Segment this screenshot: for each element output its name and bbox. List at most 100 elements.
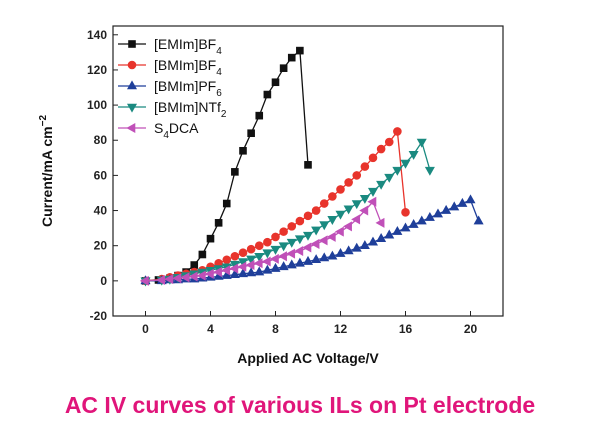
data-point [400, 222, 411, 232]
data-point [229, 269, 240, 278]
figure-caption: AC IV curves of various ILs on Pt electr… [64, 392, 536, 418]
data-point [359, 205, 369, 216]
data-point [344, 178, 353, 187]
data-point [126, 103, 138, 113]
data-point [221, 265, 231, 276]
data-point [408, 151, 419, 160]
data-point [327, 250, 338, 260]
data-point [213, 267, 222, 278]
data-point [222, 199, 231, 208]
data-point [441, 204, 452, 214]
legend-entry: [BMIm]BF4 [118, 57, 222, 78]
data-point [302, 242, 312, 253]
data-point [343, 205, 354, 215]
legend-entry: S4DCA [118, 120, 199, 141]
data-point [246, 267, 257, 277]
data-point [319, 199, 329, 208]
data-point [270, 245, 281, 255]
data-point [279, 64, 288, 72]
y-axis-title: Current/mA cm−2 [38, 115, 55, 227]
data-point [287, 53, 296, 62]
x-tick-label: 16 [399, 322, 413, 336]
data-point [473, 215, 484, 225]
data-point [172, 273, 182, 284]
data-point [246, 255, 257, 265]
legend-entry: [BMIm]PF6 [118, 78, 222, 99]
series-1 [141, 127, 410, 286]
x-axis-title: Applied AC Voltage/V [237, 350, 379, 366]
data-point [246, 244, 256, 254]
data-point [318, 235, 328, 246]
series-4 [139, 196, 385, 286]
data-point [128, 40, 136, 48]
data-point [263, 237, 272, 247]
data-point [278, 242, 289, 252]
data-point [303, 211, 313, 221]
data-point [294, 257, 305, 267]
data-point [416, 215, 427, 225]
legend-label: S4DCA [154, 120, 199, 141]
data-point [424, 166, 435, 176]
data-point [254, 266, 265, 276]
y-tick-label: 0 [100, 274, 107, 288]
data-point [336, 185, 345, 194]
data-point [253, 258, 263, 269]
data-point [368, 153, 378, 163]
data-point [296, 46, 304, 55]
y-tick-label: -20 [90, 309, 108, 323]
data-point [204, 268, 214, 279]
data-point [416, 138, 427, 148]
data-point [262, 249, 273, 259]
data-point [287, 222, 297, 231]
data-point [231, 168, 239, 176]
data-point [237, 261, 247, 272]
data-point [269, 253, 279, 264]
data-point [327, 216, 338, 225]
data-point [376, 144, 386, 154]
data-point [254, 252, 265, 262]
data-point [126, 122, 136, 134]
data-point [311, 206, 321, 215]
data-point [311, 254, 322, 264]
data-point [359, 240, 370, 249]
y-tick-label: 80 [94, 133, 108, 147]
data-point [343, 221, 352, 232]
series-3 [140, 138, 435, 287]
data-point [319, 221, 330, 231]
legend-label: [BMIm]NTf2 [154, 99, 227, 120]
data-point [424, 211, 435, 221]
data-point [351, 242, 362, 252]
data-point [262, 264, 273, 274]
data-point [326, 231, 336, 242]
data-point [127, 60, 137, 70]
data-point [238, 248, 248, 258]
x-tick-label: 8 [272, 322, 279, 336]
data-point [188, 271, 198, 282]
data-point [270, 262, 281, 272]
data-point [237, 268, 249, 278]
data-point [335, 210, 346, 220]
data-point [271, 78, 280, 87]
data-point [214, 219, 223, 227]
data-point [384, 173, 395, 183]
legend-entry: [EMIm]BF4 [118, 36, 222, 57]
data-point [263, 90, 272, 99]
data-point [392, 226, 403, 235]
data-point [247, 129, 255, 138]
y-tick-label: 120 [87, 63, 107, 77]
data-point [286, 248, 296, 259]
data-point [432, 208, 444, 218]
data-point [190, 261, 199, 269]
legend-label: [EMIm]BF4 [154, 36, 222, 57]
data-point [408, 218, 419, 228]
data-point [254, 241, 264, 250]
axis-ticks: 0 4 8 12 16 20 -20 0 20 40 60 80 100 120 140 [87, 28, 478, 336]
data-point [278, 251, 287, 262]
data-point [384, 229, 395, 239]
data-point [367, 187, 379, 197]
data-point [376, 180, 387, 190]
data-point [294, 245, 304, 256]
data-point [360, 162, 370, 171]
data-point [359, 194, 370, 204]
y-tick-label: 60 [94, 168, 108, 182]
